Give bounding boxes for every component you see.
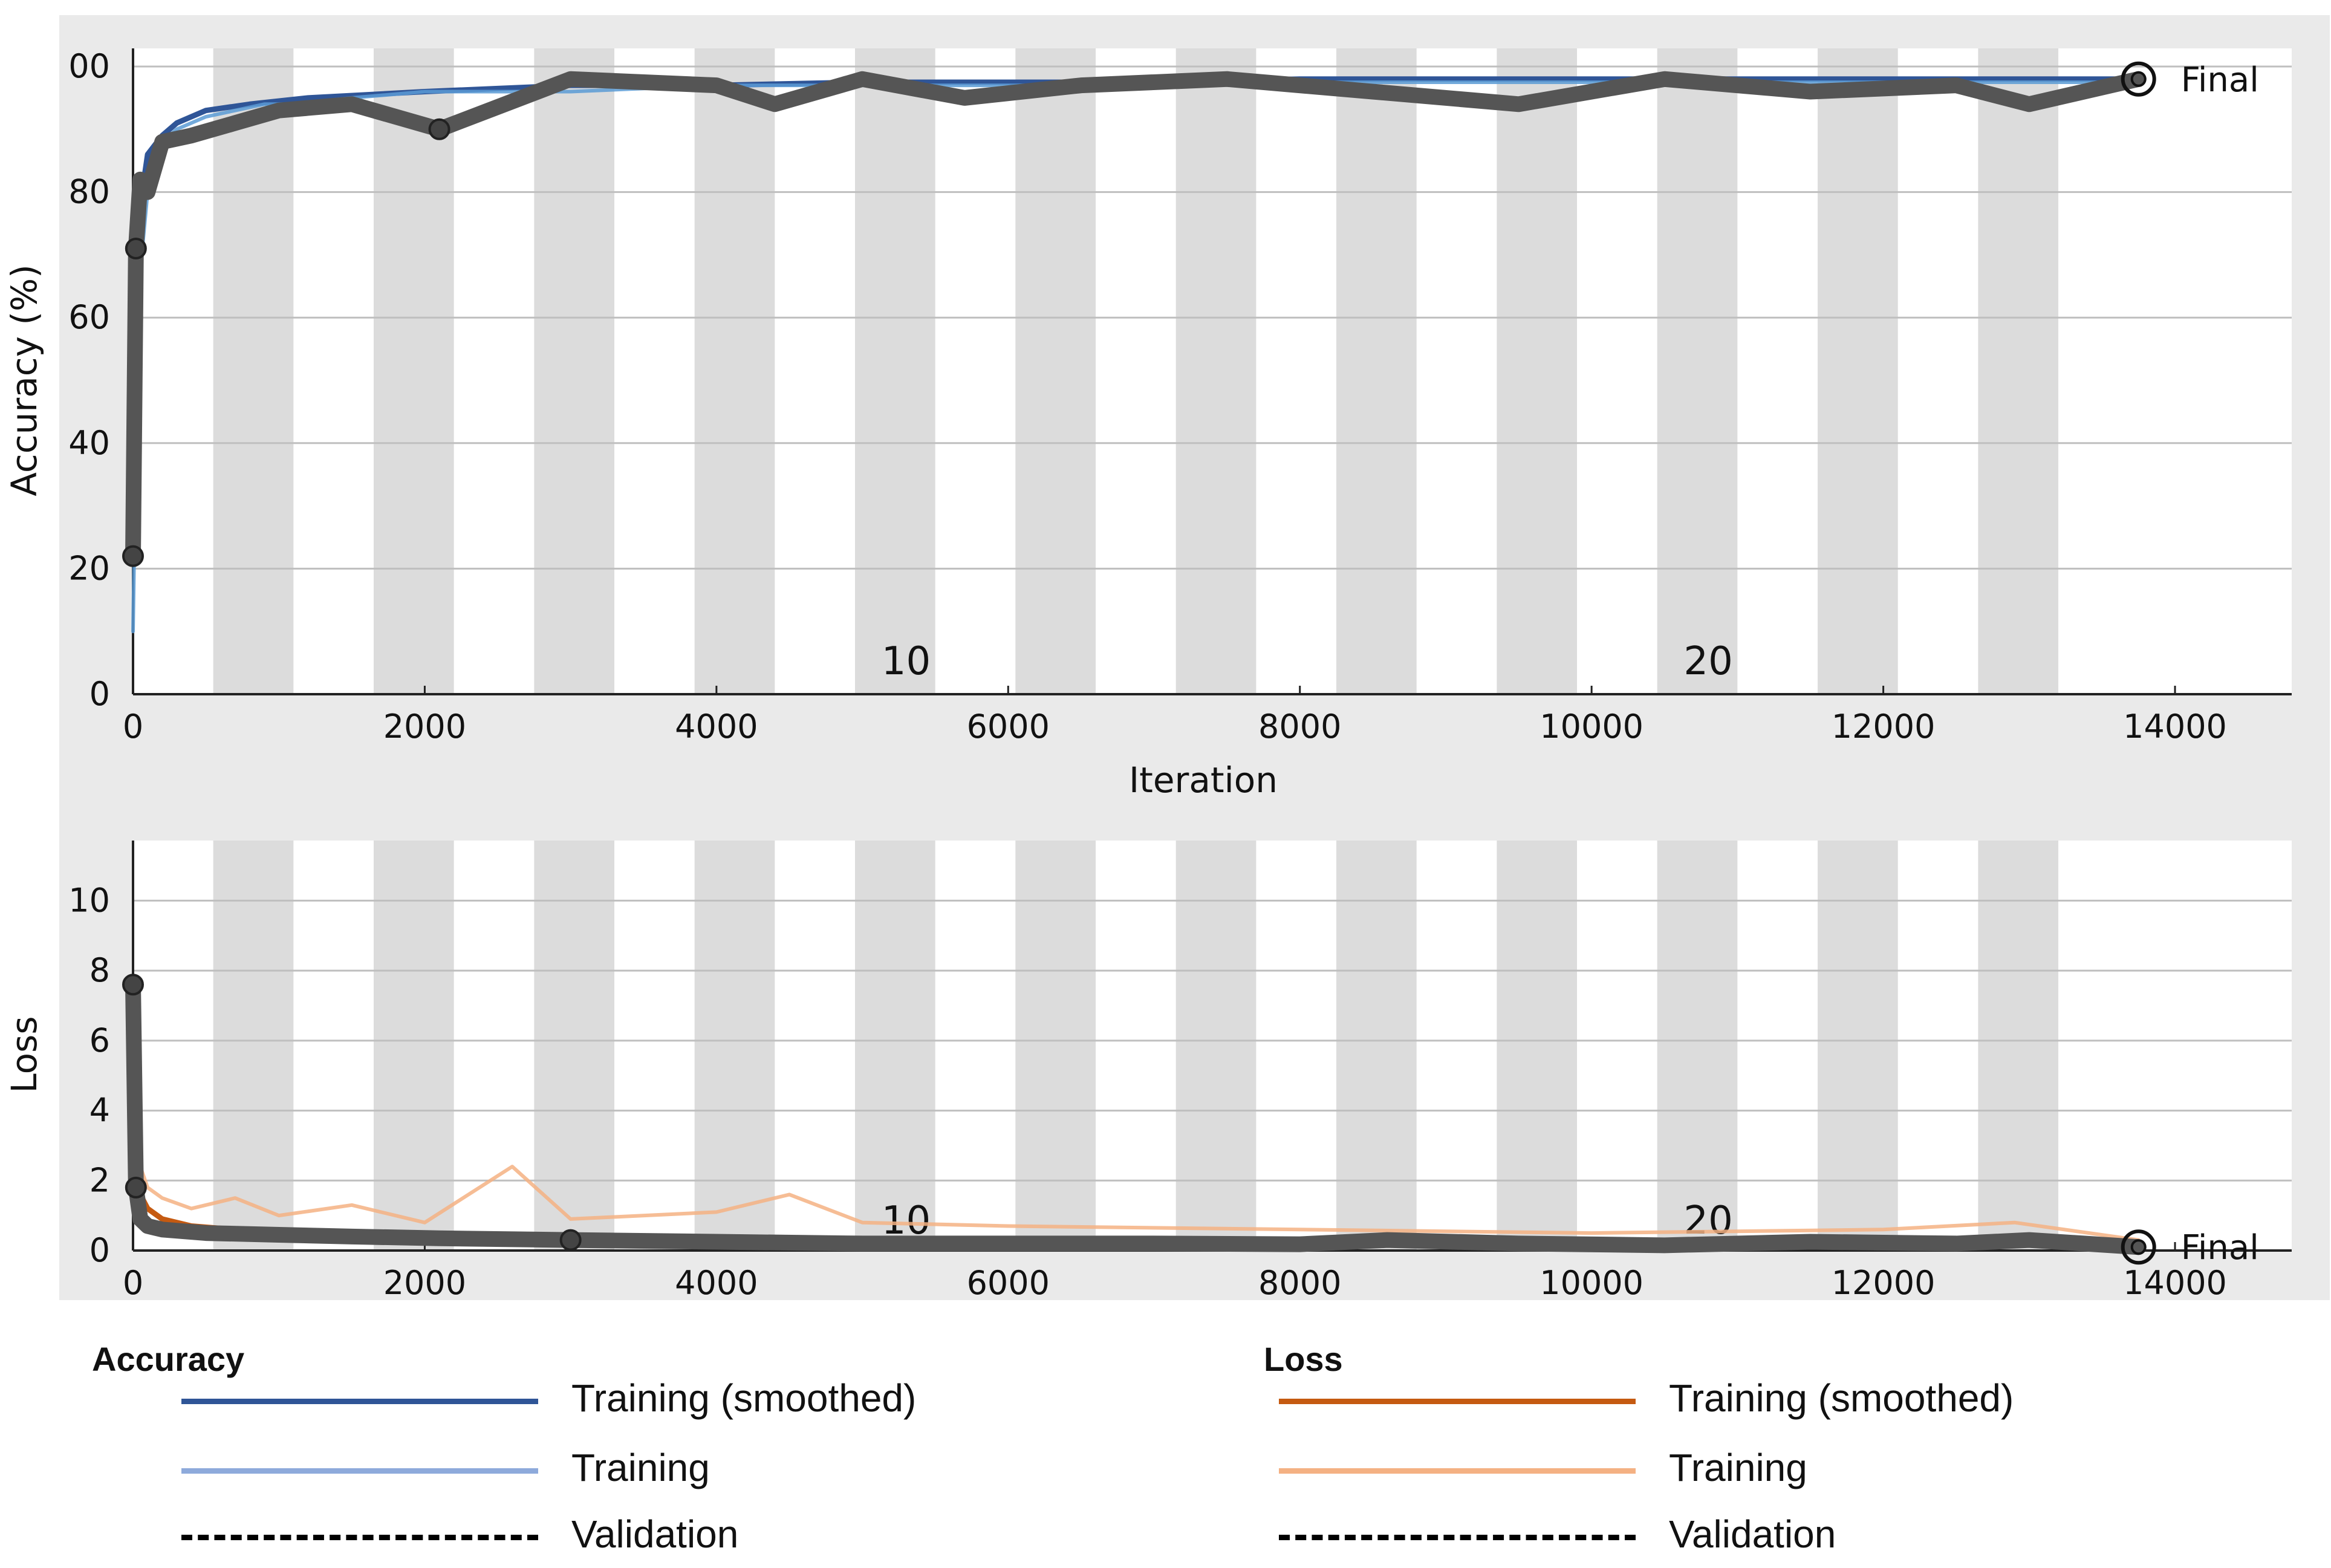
- loss-y-axis-title: Loss: [4, 1016, 45, 1093]
- loss-x-tick-label: 2000: [383, 1264, 466, 1302]
- loss-x-tick-label: 10000: [1539, 1264, 1643, 1302]
- loss-x-tick-label: 0: [123, 1264, 143, 1302]
- loss-plot: 0 2 4 6 8 10 0 2000 4000 6000 8000 10000 12000 14000 L…: [4, 841, 2292, 1302]
- loss-x-tick-label: 12000: [1832, 1264, 1936, 1302]
- loss-validation-point: [125, 1176, 147, 1199]
- accuracy-y-tick-label: 20: [68, 549, 110, 587]
- accuracy-y-tick-label: 80: [68, 173, 110, 211]
- loss-x-tick-label: 8000: [1258, 1264, 1341, 1302]
- loss-epoch-band: [1015, 841, 1096, 1251]
- accuracy-x-tick-label: 12000: [1832, 708, 1936, 746]
- accuracy-legend-item-smoothed: Training (smoothed): [181, 1376, 967, 1424]
- loss-legend-label-validation: Validation: [1669, 1512, 1836, 1556]
- accuracy-final-marker: [2121, 61, 2156, 97]
- accuracy-epoch-band: [694, 48, 775, 694]
- loss-x-tick-label: 6000: [967, 1264, 1050, 1302]
- accuracy-epoch-band: [1497, 48, 1578, 694]
- accuracy-final-label: Final: [2181, 60, 2259, 100]
- accuracy-epoch-band: [1657, 48, 1738, 694]
- loss-epoch-band: [1175, 841, 1257, 1251]
- accuracy-legend-label-validation: Validation: [571, 1512, 739, 1556]
- loss-y-tick-label: 10: [68, 881, 110, 919]
- loss-training-swatch: [1279, 1468, 1636, 1474]
- accuracy-x-tick-label: 10000: [1539, 708, 1643, 746]
- loss-epoch-band: [1657, 841, 1738, 1251]
- accuracy-epoch-band: [855, 48, 935, 694]
- accuracy-y-tick-label: 40: [68, 424, 110, 462]
- loss-epoch-band: [1497, 841, 1578, 1251]
- loss-y-tick-label: 0: [89, 1231, 110, 1269]
- accuracy-validation-point: [122, 545, 144, 567]
- accuracy-y-tick-label: 0: [89, 675, 110, 713]
- loss-epoch-band: [694, 841, 775, 1251]
- accuracy-epoch-band: [1818, 48, 1898, 694]
- accuracy-final-marker-inner: [2130, 71, 2147, 87]
- loss-epoch-band: [1978, 841, 2059, 1251]
- loss-final-label: Final: [2181, 1228, 2259, 1267]
- accuracy-x-tick-label: 8000: [1258, 708, 1341, 746]
- loss-epoch-band: [855, 841, 935, 1251]
- loss-epoch-label: 20: [1683, 1199, 1732, 1243]
- loss-series-training: [131, 1147, 2141, 1242]
- loss-epoch-band: [374, 841, 454, 1251]
- accuracy-legend-label-training: Training: [571, 1446, 710, 1489]
- loss-validation-point: [122, 974, 144, 996]
- accuracy-epoch-band: [1336, 48, 1417, 694]
- accuracy-epoch-band: [1015, 48, 1096, 694]
- loss-x-tick-label: 14000: [2123, 1264, 2227, 1302]
- accuracy-training-swatch: [181, 1468, 538, 1474]
- accuracy-x-tick-label: 2000: [383, 708, 466, 746]
- loss-legend-item-validation: Validation: [1279, 1512, 2065, 1560]
- loss-legend-label-smoothed: Training (smoothed): [1669, 1376, 2014, 1420]
- accuracy-legend-label-smoothed: Training (smoothed): [571, 1376, 917, 1420]
- accuracy-x-tick-label: 4000: [675, 708, 758, 746]
- loss-x-tick-label: 4000: [675, 1264, 758, 1302]
- accuracy-x-tick-label: 14000: [2123, 708, 2227, 746]
- accuracy-y-axis-title: Accuracy (%): [4, 264, 45, 496]
- loss-final-marker-inner: [2130, 1239, 2147, 1255]
- accuracy-legend-item-validation: Validation: [181, 1512, 967, 1560]
- accuracy-epoch-band: [1175, 48, 1257, 694]
- accuracy-series-validation: [125, 71, 2147, 564]
- accuracy-epoch-band: [534, 48, 615, 694]
- accuracy-y-tick-label: 00: [68, 47, 110, 85]
- loss-series-validation: [125, 977, 2147, 1255]
- accuracy-x-tick-label: 6000: [967, 708, 1050, 746]
- loss-epoch-band: [534, 841, 615, 1251]
- loss-smoothed-swatch: [1279, 1399, 1636, 1404]
- loss-legend-label-training: Training: [1669, 1446, 1807, 1489]
- loss-legend-item-training: Training: [1279, 1445, 2065, 1494]
- accuracy-x-axis-title: Iteration: [1129, 760, 1278, 801]
- accuracy-legend-item-training: Training: [181, 1445, 967, 1494]
- loss-y-tick-label: 4: [89, 1091, 110, 1130]
- accuracy-validation-point: [428, 118, 450, 140]
- accuracy-validation-point: [125, 238, 147, 260]
- loss-y-tick-label: 8: [89, 951, 110, 989]
- loss-epoch-band: [1336, 841, 1417, 1251]
- accuracy-smoothed-swatch: [181, 1399, 538, 1404]
- accuracy-y-tick-label: 60: [68, 298, 110, 336]
- accuracy-epoch-label: 20: [1683, 639, 1732, 684]
- loss-final-marker: [2121, 1229, 2156, 1265]
- accuracy-epoch-label: 10: [882, 639, 931, 684]
- accuracy-epoch-band: [213, 48, 294, 694]
- loss-y-tick-label: 2: [89, 1161, 110, 1199]
- loss-epoch-band: [213, 841, 294, 1251]
- loss-validation-point: [559, 1229, 582, 1251]
- loss-legend-title: Loss: [1264, 1340, 1343, 1378]
- accuracy-legend-title: Accuracy: [92, 1340, 245, 1378]
- accuracy-validation-swatch: [181, 1535, 538, 1540]
- accuracy-epoch-band: [1978, 48, 2059, 694]
- loss-y-tick-label: 6: [89, 1021, 110, 1059]
- loss-epoch-band: [1818, 841, 1898, 1251]
- loss-legend-item-smoothed: Training (smoothed): [1279, 1376, 2065, 1424]
- accuracy-epoch-band: [374, 48, 454, 694]
- accuracy-x-tick-label: 0: [123, 708, 143, 746]
- loss-validation-swatch: [1279, 1535, 1636, 1540]
